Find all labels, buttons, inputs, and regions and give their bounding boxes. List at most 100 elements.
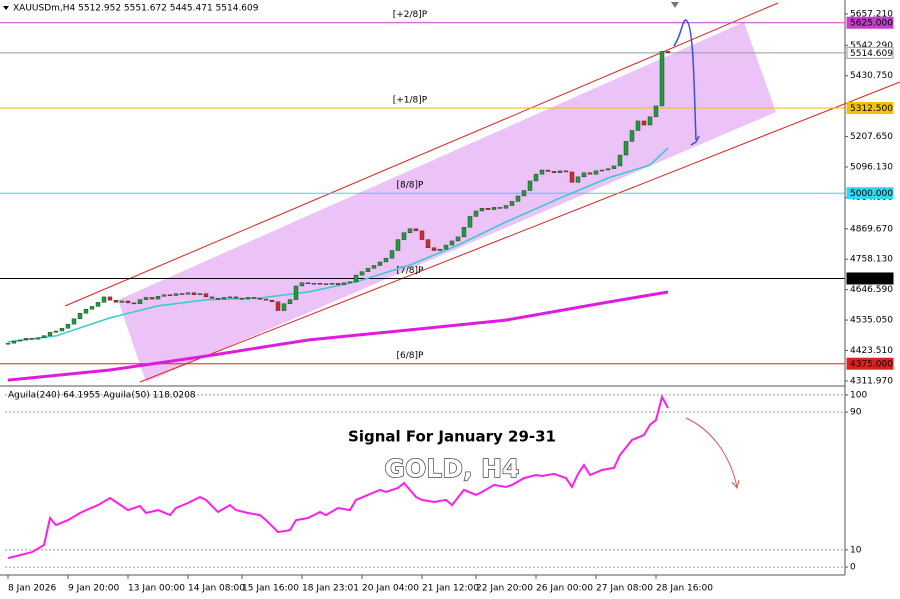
candle bbox=[185, 292, 191, 295]
x-tick-label: 9 Jan 20:00 bbox=[68, 584, 120, 594]
candle bbox=[557, 170, 563, 173]
level-box bbox=[846, 46, 894, 59]
channel-lower bbox=[139, 81, 900, 383]
candle bbox=[593, 170, 599, 175]
candle bbox=[533, 173, 539, 182]
candle bbox=[497, 207, 503, 209]
candle bbox=[473, 210, 479, 217]
candle bbox=[263, 298, 269, 301]
price-channel bbox=[64, 2, 900, 383]
arrow-head bbox=[731, 479, 740, 490]
candle bbox=[77, 313, 83, 319]
signal-title: Signal For January 29-31 bbox=[348, 428, 556, 446]
candle bbox=[149, 297, 155, 300]
x-tick-label: 18 Jan 23:01 bbox=[302, 584, 359, 594]
candle bbox=[617, 154, 623, 167]
level-tag: [6/8]P bbox=[397, 351, 425, 361]
candle bbox=[209, 296, 215, 299]
candle bbox=[167, 294, 173, 296]
candle bbox=[521, 190, 527, 197]
level-box bbox=[846, 272, 894, 285]
candle bbox=[635, 120, 641, 131]
candle bbox=[155, 296, 161, 300]
candle bbox=[41, 335, 47, 339]
candle bbox=[71, 318, 77, 325]
candle bbox=[17, 339, 23, 342]
x-tick-label: 20 Jan 04:00 bbox=[362, 584, 419, 594]
candle bbox=[35, 337, 41, 340]
level-label: 4687.500 bbox=[850, 274, 893, 284]
level-label: 5625.000 bbox=[850, 19, 893, 29]
candle bbox=[281, 303, 287, 311]
candle bbox=[113, 299, 119, 303]
candle bbox=[59, 328, 65, 332]
candle bbox=[413, 228, 419, 232]
level-tag: [+2/8]P bbox=[393, 10, 428, 20]
y-tick-label: 5096.130 bbox=[850, 163, 893, 173]
candle bbox=[335, 283, 341, 285]
candle bbox=[443, 244, 449, 250]
candle bbox=[503, 205, 509, 209]
candle bbox=[101, 296, 107, 303]
candle bbox=[623, 141, 629, 156]
forecast-arrow bbox=[673, 19, 697, 141]
candle bbox=[227, 296, 233, 299]
candle bbox=[239, 298, 245, 300]
candle bbox=[191, 292, 197, 295]
x-tick-label: 21 Jan 12:00 bbox=[422, 584, 479, 594]
level-box bbox=[846, 16, 894, 29]
candle bbox=[629, 130, 635, 142]
candle bbox=[137, 299, 143, 304]
candle bbox=[53, 330, 59, 333]
y-tick-label: 4535.050 bbox=[850, 316, 893, 326]
price-marker bbox=[671, 2, 679, 8]
candle bbox=[599, 169, 605, 172]
x-tick-label: 27 Jan 08:00 bbox=[596, 584, 653, 594]
candle bbox=[89, 306, 95, 310]
line-series bbox=[7, 290, 669, 382]
channel-upper bbox=[64, 2, 779, 307]
candle bbox=[581, 172, 587, 178]
level-label: 5514.609 bbox=[850, 49, 893, 59]
candle bbox=[245, 297, 251, 300]
candle bbox=[467, 216, 473, 228]
candle bbox=[347, 281, 353, 284]
y-tick-label: 5542.290 bbox=[850, 41, 893, 51]
candle bbox=[173, 293, 179, 296]
indicator-title: Aguila(240) 64.1955 Aguila(50) 118.0208 bbox=[8, 391, 196, 401]
candle bbox=[419, 230, 425, 240]
candle bbox=[293, 285, 299, 300]
candle bbox=[11, 340, 17, 344]
level-tag: [7/8]P bbox=[397, 266, 425, 276]
candle bbox=[275, 301, 281, 311]
menu-arrow bbox=[3, 6, 9, 10]
candle bbox=[539, 169, 545, 175]
candle bbox=[545, 169, 551, 172]
candle bbox=[641, 120, 647, 126]
candle bbox=[365, 268, 371, 272]
x-tick-label: 26 Jan 00:00 bbox=[536, 584, 593, 594]
candle bbox=[605, 168, 611, 171]
level-box bbox=[846, 357, 894, 370]
candle bbox=[323, 283, 329, 285]
candle bbox=[131, 302, 137, 305]
line-series bbox=[7, 394, 669, 560]
candle bbox=[257, 298, 263, 300]
candle bbox=[407, 228, 413, 233]
candle bbox=[479, 208, 485, 212]
candle bbox=[461, 227, 467, 238]
candle bbox=[359, 271, 365, 276]
candle bbox=[509, 201, 515, 206]
candle bbox=[197, 293, 203, 295]
candle bbox=[305, 282, 311, 284]
candle bbox=[551, 171, 557, 173]
candle bbox=[107, 296, 113, 301]
y-tick-label: 0 bbox=[850, 563, 856, 573]
candle bbox=[329, 283, 335, 285]
x-tick-label: 15 Jan 16:00 bbox=[242, 584, 299, 594]
candle bbox=[299, 282, 305, 287]
level-label: 5000.000 bbox=[850, 189, 893, 199]
candle bbox=[527, 180, 533, 191]
candle bbox=[233, 296, 239, 299]
